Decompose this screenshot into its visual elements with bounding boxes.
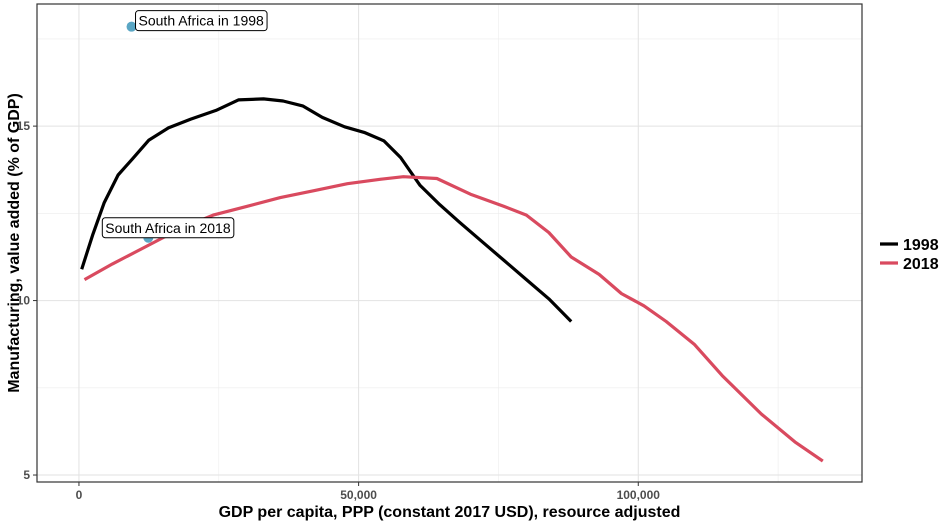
series-lines xyxy=(80,97,824,463)
annotation-label-box xyxy=(101,217,235,239)
x-tick-label: 100,000 xyxy=(617,488,661,502)
y-tick-label: 10 xyxy=(17,294,31,308)
annotation-label: South Africa in 2018 xyxy=(101,217,235,239)
y-tick-label: 15 xyxy=(17,119,31,133)
x-axis-title: GDP per capita, PPP (constant 2017 USD),… xyxy=(219,504,681,521)
annotation-label: South Africa in 1998 xyxy=(135,10,268,32)
legend-label-2018: 2018 xyxy=(903,256,939,273)
annotation-point xyxy=(126,21,137,32)
series-line-2018 xyxy=(83,175,824,463)
x-tick-label: 50,000 xyxy=(340,488,377,502)
plot-border xyxy=(36,3,863,483)
annotation-label-text: South Africa in 2018 xyxy=(105,220,231,236)
annotation-label-box xyxy=(135,10,268,32)
legend-label-1998: 1998 xyxy=(903,237,939,254)
y-tick-label: 5 xyxy=(23,468,30,482)
annotations: South Africa in 1998 South Africa in 2018 xyxy=(101,10,268,243)
plot-panel xyxy=(37,4,862,482)
grid-lines xyxy=(37,4,862,482)
legend: 1998 2018 xyxy=(880,237,939,273)
axes: 0 50,000 100,000 5 10 15 xyxy=(17,119,661,502)
series-line-1998 xyxy=(80,97,573,323)
y-axis-title: Manufacturing, value added (% of GDP) xyxy=(6,93,23,393)
x-tick-label: 0 xyxy=(76,488,83,502)
annotation-label-text: South Africa in 1998 xyxy=(139,13,265,29)
